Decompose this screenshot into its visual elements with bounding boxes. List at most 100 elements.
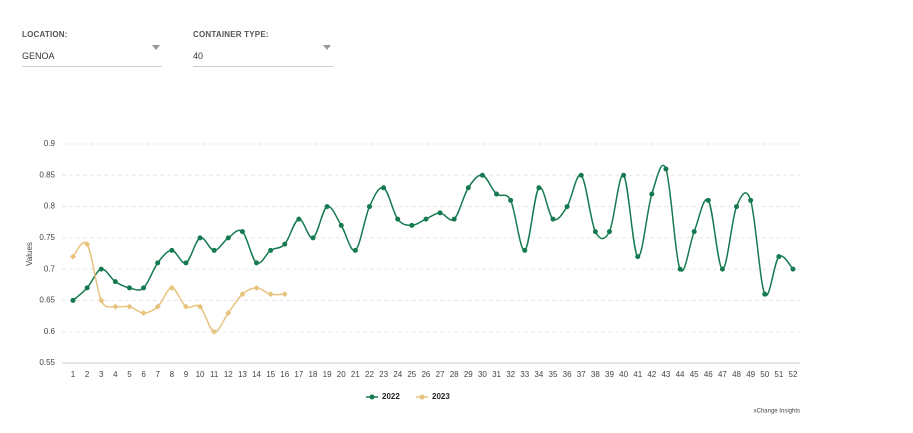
point [253, 284, 260, 291]
y-tick-label: 0.8 [44, 202, 56, 211]
point [155, 260, 161, 266]
x-tick-label: 9 [184, 370, 189, 379]
x-tick-label: 2 [85, 370, 90, 379]
x-tick-label: 7 [155, 370, 160, 379]
point [281, 291, 288, 298]
legend-marker [369, 394, 375, 400]
y-tick-label: 0.7 [44, 264, 56, 273]
x-tick-label: 28 [450, 370, 459, 379]
point [141, 285, 147, 291]
x-tick-label: 10 [196, 370, 205, 379]
point [395, 216, 401, 222]
x-tick-label: 50 [760, 370, 769, 379]
x-tick-label: 27 [436, 370, 445, 379]
x-tick-label: 3 [99, 370, 104, 379]
point [635, 254, 641, 260]
control-label: CONTAINER TYPE: [193, 30, 269, 39]
point [310, 235, 316, 241]
point [225, 309, 232, 316]
dropdown[interactable]: GENOA [22, 45, 162, 67]
x-tick-label: 12 [224, 370, 233, 379]
y-tick-label: 0.85 [39, 170, 55, 179]
legend-label: 2022 [382, 392, 400, 401]
x-tick-label: 21 [351, 370, 360, 379]
point [479, 172, 485, 178]
container-control[interactable]: CONTAINER TYPE: 40 [193, 30, 333, 67]
x-tick-label: 19 [323, 370, 332, 379]
point [112, 279, 118, 285]
point [84, 285, 90, 291]
point [748, 197, 754, 203]
legend-item[interactable]: 2022 [366, 392, 400, 401]
x-tick-label: 4 [113, 370, 118, 379]
x-tick-label: 14 [252, 370, 261, 379]
point [154, 303, 161, 310]
point [183, 260, 189, 266]
legend-item[interactable]: 2023 [416, 392, 450, 401]
credit: xChange Insights [754, 409, 800, 415]
point [211, 247, 217, 253]
point [352, 247, 358, 253]
x-tick-label: 48 [732, 370, 741, 379]
y-tick-label: 0.65 [39, 296, 55, 305]
point [338, 222, 344, 228]
dropdown[interactable]: 40 [193, 45, 333, 67]
location-control[interactable]: LOCATION: GENOA [22, 30, 162, 67]
point [140, 309, 147, 316]
x-tick-label: 29 [464, 370, 473, 379]
point [776, 254, 782, 260]
series-line [72, 241, 285, 333]
x-tick-label: 42 [647, 370, 656, 379]
x-tick-label: 30 [478, 370, 487, 379]
y-tick-label: 0.9 [44, 139, 56, 148]
point [126, 303, 133, 310]
point [98, 266, 104, 272]
x-tick-label: 33 [520, 370, 529, 379]
x-tick-label: 31 [492, 370, 501, 379]
point [790, 266, 796, 272]
point [536, 185, 542, 191]
series-line [72, 164, 794, 301]
x-tick-label: 51 [774, 370, 783, 379]
point [282, 241, 288, 247]
point [621, 172, 627, 178]
point [70, 297, 76, 303]
y-tick-label: 0.6 [44, 327, 56, 336]
point [112, 303, 119, 310]
point [423, 216, 429, 222]
point [578, 172, 584, 178]
point [98, 297, 105, 304]
x-tick-label: 39 [605, 370, 614, 379]
x-tick-label: 44 [676, 370, 685, 379]
x-tick-label: 38 [591, 370, 600, 379]
x-tick-label: 23 [379, 370, 388, 379]
point [296, 216, 302, 222]
point [324, 204, 330, 210]
point [508, 197, 514, 203]
point [606, 229, 612, 235]
x-tick-label: 32 [506, 370, 515, 379]
x-tick-label: 49 [746, 370, 755, 379]
point [211, 328, 218, 335]
point [465, 185, 471, 191]
point [268, 247, 274, 253]
point [239, 291, 246, 298]
point [197, 235, 203, 241]
x-tick-label: 25 [407, 370, 416, 379]
x-tick-label: 37 [577, 370, 586, 379]
y-axis-label: Values [25, 242, 34, 266]
x-tick-label: 8 [170, 370, 175, 379]
x-tick-label: 43 [661, 370, 670, 379]
y-tick-label: 0.55 [39, 358, 55, 367]
x-tick-label: 5 [127, 370, 132, 379]
control-label: LOCATION: [22, 30, 68, 39]
point [366, 204, 372, 210]
point [719, 266, 725, 272]
point [677, 266, 683, 272]
point [734, 204, 740, 210]
point [437, 210, 443, 216]
point [197, 303, 204, 310]
point [451, 216, 457, 222]
